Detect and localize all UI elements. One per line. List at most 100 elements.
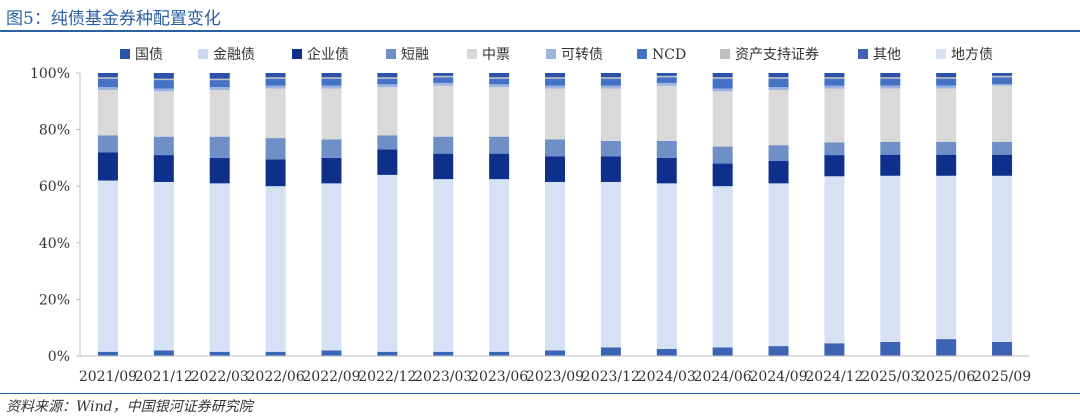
bar-segment <box>265 351 286 356</box>
bar-segment <box>433 85 454 137</box>
bar-segment <box>489 136 510 154</box>
chart-legend: 国债 金融债 企业债 短融 中票 可转债 NCD 资产支持证券 其他 地方债 <box>120 46 993 63</box>
legend-swatch <box>386 49 396 59</box>
bar-segment <box>936 141 957 155</box>
legend-swatch <box>720 49 730 59</box>
bar-segment <box>600 347 621 356</box>
bar-segment <box>321 88 342 140</box>
bar-segment <box>489 77 510 79</box>
bar-segment <box>545 78 565 86</box>
bar-segment <box>880 141 901 155</box>
bar-segment <box>768 183 789 347</box>
bar-segment <box>97 135 118 153</box>
bar-segment <box>992 77 1013 85</box>
bar-segment <box>712 146 733 164</box>
bar-segment <box>321 157 342 184</box>
bar-segment <box>209 351 230 356</box>
bar-segment <box>824 155 845 177</box>
bar-segment <box>656 85 677 141</box>
bar-segment <box>489 153 510 180</box>
x-tick-label: 2024/09 <box>749 369 807 385</box>
x-tick-label: 2025/06 <box>917 369 975 385</box>
bar-segment <box>153 136 174 156</box>
legend-swatch <box>120 49 130 59</box>
bar-segment <box>880 77 901 79</box>
bar-segment <box>153 350 174 356</box>
legend-swatch <box>637 49 647 59</box>
bar-segment <box>712 77 733 79</box>
bar-segment <box>992 154 1013 176</box>
bar-segment <box>768 78 789 88</box>
bar-segment <box>992 341 1013 356</box>
bar-segment <box>97 87 118 90</box>
legend-swatch <box>467 49 477 59</box>
y-tick-label: 60% <box>39 179 70 195</box>
legend-label: 短融 <box>401 47 429 63</box>
bar-segment <box>209 157 230 184</box>
bar-segment <box>656 73 677 76</box>
bar-segment <box>153 155 174 182</box>
bar-segment <box>377 73 398 78</box>
bar-segment <box>824 88 845 143</box>
y-tick-label: 20% <box>39 292 70 308</box>
stacked-bar-chart: 国债 金融债 企业债 短融 中票 可转债 NCD 资产支持证券 其他 地方债 0% 20% 40% 60… <box>30 46 1031 385</box>
bar-segment <box>768 89 789 146</box>
bar-segment <box>992 141 1013 155</box>
bar-segment <box>97 152 118 181</box>
bar-segment <box>936 88 957 142</box>
title-divider <box>0 30 1080 32</box>
bar-segment <box>768 346 789 356</box>
legend-label: 金融债 <box>213 47 255 63</box>
bar-segment <box>321 85 342 89</box>
bar-segment <box>824 85 845 89</box>
bar-segment <box>824 142 845 156</box>
bar-segment <box>880 88 901 142</box>
legend-label: 企业债 <box>307 46 349 63</box>
bar-segment <box>656 77 677 83</box>
bar-segment <box>880 78 901 86</box>
bar-segment <box>265 186 286 352</box>
bar-segment <box>712 91 733 147</box>
bar-segment <box>768 145 789 161</box>
bar-segment <box>489 73 510 78</box>
bar-segment <box>824 343 845 356</box>
bar-segment <box>433 75 454 78</box>
bar-segment <box>489 351 510 356</box>
bar-segment <box>153 91 174 137</box>
bar-segment <box>880 341 901 356</box>
bar-segment <box>209 80 230 88</box>
legend-label: NCD <box>652 47 686 63</box>
bar-segment <box>209 89 230 137</box>
figure-title: 图5：纯债基金券种配置变化 <box>6 9 221 29</box>
bar-segment <box>656 82 677 86</box>
bar-segment <box>265 88 286 139</box>
bar-segment <box>433 179 454 352</box>
bar-segment <box>936 73 957 78</box>
bar-segment <box>545 181 565 351</box>
bar-segment <box>936 77 957 79</box>
legend-label: 地方债 <box>951 47 993 63</box>
x-tick-label: 2022/06 <box>247 369 305 385</box>
bar-segment <box>489 87 510 137</box>
y-tick-label: 40% <box>39 236 70 252</box>
bar-segment <box>656 348 677 356</box>
bar-segment <box>97 77 118 79</box>
legend-swatch <box>546 49 556 59</box>
legend-swatch <box>198 49 208 59</box>
x-tick-label: 2024/06 <box>694 369 752 385</box>
bar-segment <box>433 136 454 154</box>
bar-segment <box>377 351 398 356</box>
bar-segment <box>600 156 621 182</box>
bar-segment <box>209 78 230 81</box>
bar-segment <box>265 159 286 187</box>
bar-segment <box>824 77 845 79</box>
bar-segment <box>321 78 342 86</box>
bar-segment <box>265 77 286 79</box>
source-note: 资料来源：Wind，中国银河证券研究院 <box>6 399 253 415</box>
bar-segment <box>600 85 621 89</box>
bar-segment <box>433 82 454 86</box>
bar-segment <box>600 88 621 141</box>
bar-segment <box>824 78 845 86</box>
bar-segment <box>656 75 677 78</box>
bar-segment <box>824 176 845 344</box>
